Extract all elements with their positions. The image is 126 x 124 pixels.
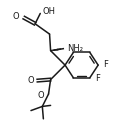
Text: F: F <box>103 60 108 69</box>
Text: F: F <box>95 74 100 83</box>
Text: O: O <box>38 91 44 100</box>
Text: NH₂: NH₂ <box>67 44 83 53</box>
Text: O: O <box>27 76 34 85</box>
Text: O: O <box>13 12 20 21</box>
Text: OH: OH <box>42 7 55 16</box>
